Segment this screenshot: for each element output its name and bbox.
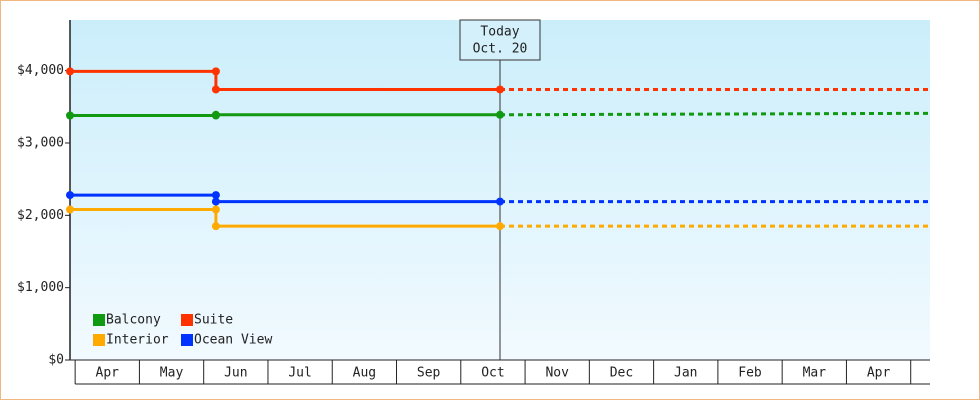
series-line	[70, 69, 500, 91]
legend-swatch	[93, 334, 105, 346]
y-tick-label: $0	[48, 353, 64, 368]
legend-swatch	[181, 334, 193, 346]
x-tick-label: Apr	[867, 366, 891, 381]
series-line	[70, 113, 500, 117]
x-tick-label: Jun	[224, 366, 247, 381]
legend-label: Interior	[106, 333, 169, 348]
legend-label: Ocean View	[194, 333, 272, 348]
x-tick-label: Jul	[288, 366, 311, 381]
data-point	[66, 191, 74, 200]
x-tick-label: Mar	[803, 366, 827, 381]
data-point	[211, 191, 220, 200]
y-tick-label: $4,000	[17, 63, 64, 78]
legend-label: Suite	[194, 313, 233, 328]
today-label: Oct. 20	[473, 42, 528, 57]
x-tick-label: May	[160, 366, 184, 381]
x-tick-label: Jan	[674, 366, 697, 381]
data-point	[496, 197, 504, 206]
y-tick-label: $3,000	[17, 135, 64, 150]
today-box	[459, 19, 541, 61]
data-point	[211, 110, 220, 119]
data-point	[496, 222, 504, 231]
x-tick-label: Oct	[481, 366, 504, 381]
data-point	[211, 67, 220, 76]
x-tick-label: Aug	[353, 366, 376, 381]
x-tick-label: Dec	[610, 366, 633, 381]
x-tick-label: Apr	[96, 366, 120, 381]
x-tick-label: Sep	[417, 366, 441, 381]
legend-swatch	[181, 314, 193, 326]
x-tick-label: Feb	[738, 366, 762, 381]
series-line	[70, 208, 500, 228]
data-point	[211, 85, 220, 94]
legend-swatch	[93, 314, 105, 326]
today-label: Today	[480, 25, 519, 40]
data-point	[496, 110, 504, 119]
data-point	[496, 85, 504, 94]
data-point	[211, 205, 220, 214]
y-tick-label: $1,000	[17, 280, 64, 295]
x-tick-label: Nov	[545, 366, 569, 381]
data-point	[66, 67, 74, 76]
y-tick-label: $2,000	[17, 208, 64, 223]
data-point	[211, 197, 220, 206]
data-point	[66, 111, 74, 120]
legend-label: Balcony	[106, 313, 161, 328]
data-point	[66, 205, 74, 214]
data-point	[211, 222, 220, 231]
